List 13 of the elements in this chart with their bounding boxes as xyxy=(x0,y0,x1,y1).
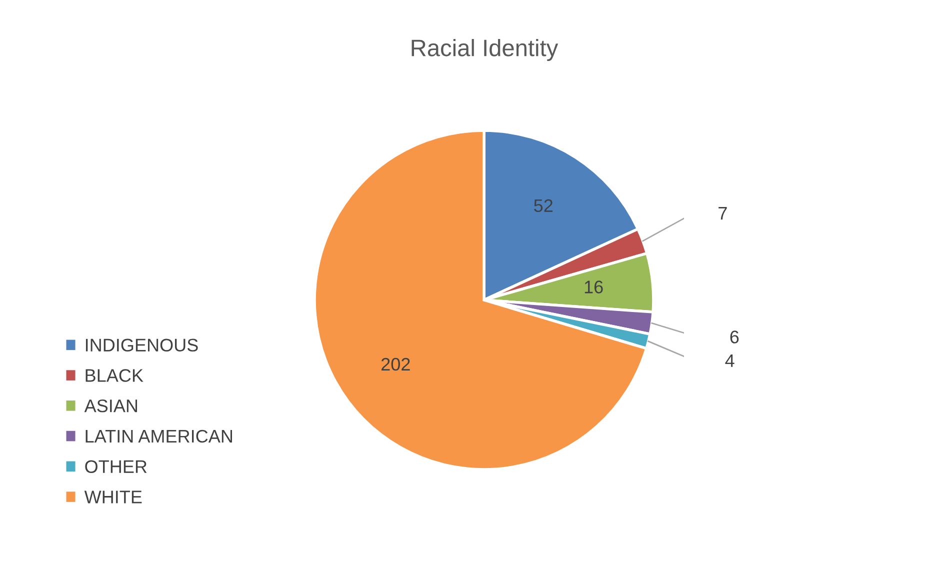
data-label: 7 xyxy=(718,207,727,220)
legend-label: ASIAN xyxy=(84,399,138,412)
chart-title: Racial Identity xyxy=(412,38,558,62)
data-label: 4 xyxy=(725,354,734,367)
data-label: 52 xyxy=(534,199,553,212)
legend-label: INDIGENOUS xyxy=(86,338,198,352)
legend-label: LATIN AMERICAN xyxy=(86,430,232,443)
legend-label: WHITE xyxy=(84,490,142,504)
data-label: 16 xyxy=(584,280,603,294)
data-label: 202 xyxy=(382,358,410,371)
legend-label: BLACK xyxy=(86,369,144,382)
data-label: 6 xyxy=(730,330,739,344)
legend-label: OTHER xyxy=(85,460,147,474)
